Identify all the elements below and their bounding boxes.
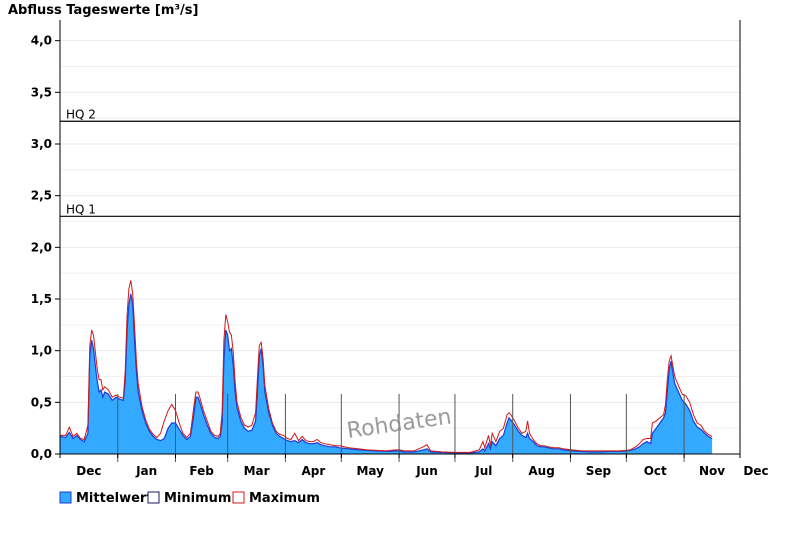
reference-line-label: HQ 1 <box>66 202 96 216</box>
legend-swatch <box>147 491 160 504</box>
x-tick-label: Oct <box>644 464 667 478</box>
x-tick-label: Aug <box>528 464 554 478</box>
series-mittelwert-area <box>60 293 713 454</box>
legend-item: Mittelwert <box>59 491 153 506</box>
x-tick-label: Dec <box>743 464 768 478</box>
series-maximum-line <box>60 280 713 453</box>
legend-item: Minimum <box>147 491 231 506</box>
x-tick-label: Apr <box>301 464 325 478</box>
reference-lines: HQ 1 HQ 2 <box>60 107 740 217</box>
x-tick-label: Jul <box>474 464 492 478</box>
x-tick-labels: Dec Jan Feb Mar Apr May Jun Jul Aug Sep Oct Nov Dec <box>76 464 768 478</box>
y-tick-labels: 4,0 3,5 3,0 2,5 2,0 1,5 1,0 0,5 0,0 <box>31 34 52 461</box>
legend-swatch <box>59 491 72 504</box>
legend: Mittelwert Minimum Maximum <box>59 491 320 506</box>
x-tick-label: Nov <box>699 464 725 478</box>
chart-title: Abfluss Tageswerte [m³/s] <box>8 3 199 18</box>
x-tick-label: Sep <box>586 464 612 478</box>
x-tick-label: Jan <box>135 464 157 478</box>
x-tick-label: Feb <box>189 464 214 478</box>
y-tick-label: 1,0 <box>31 344 52 358</box>
x-tick-label: Dec <box>76 464 101 478</box>
legend-swatch <box>232 491 245 504</box>
reference-line-label: HQ 2 <box>66 107 96 121</box>
y-tick-label: 0,5 <box>31 395 52 409</box>
legend-label: Minimum <box>164 491 231 506</box>
y-tick-label: 3,0 <box>31 137 52 151</box>
y-tick-label: 2,5 <box>31 189 52 203</box>
series-layer <box>59 280 713 462</box>
x-tick-label: May <box>356 464 384 478</box>
y-tick-label: 2,0 <box>31 240 52 254</box>
axes <box>55 20 741 458</box>
legend-label: Maximum <box>249 491 320 506</box>
legend-item: Maximum <box>232 491 320 506</box>
y-tick-label: 4,0 <box>31 34 52 48</box>
x-tick-label: Mar <box>244 464 270 478</box>
y-tick-label: 3,5 <box>31 85 52 99</box>
grid-lines <box>60 40 740 429</box>
y-tick-label: 1,5 <box>31 292 52 306</box>
y-tick-label: 0,0 <box>31 447 52 461</box>
legend-label: Mittelwert <box>76 491 153 506</box>
x-tick-label: Jun <box>415 464 438 478</box>
